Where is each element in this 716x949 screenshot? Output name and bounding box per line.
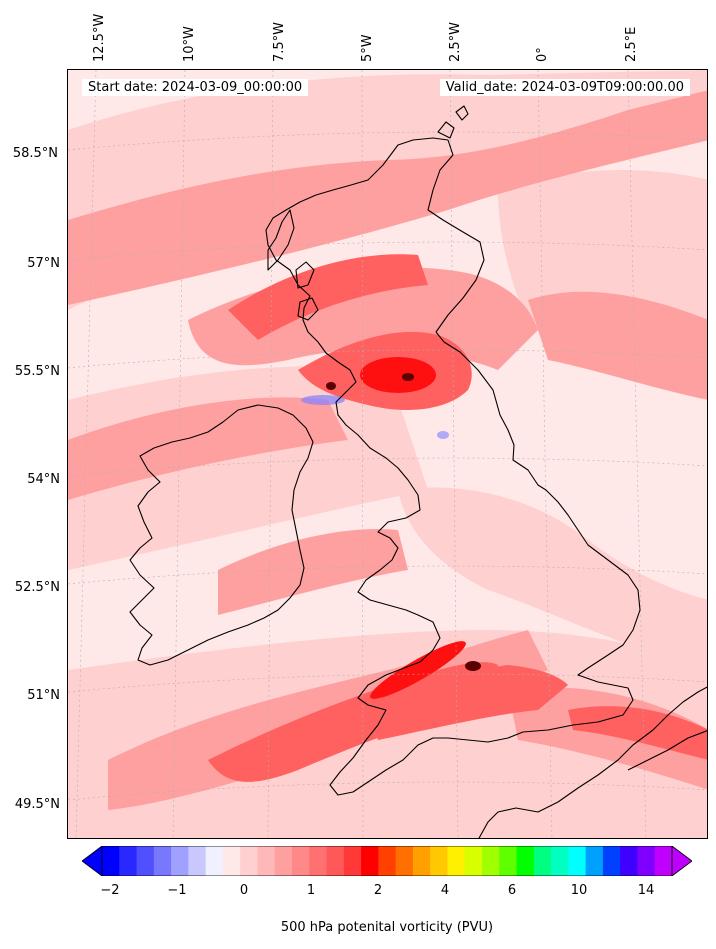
colorbar-tick-label: −2 bbox=[100, 883, 120, 898]
colorbar-cell bbox=[654, 846, 673, 876]
pv-band-strong bbox=[368, 665, 568, 740]
colorbar-tick-label: 14 bbox=[637, 883, 655, 898]
coastline-islands bbox=[267, 209, 295, 271]
colorbar-cell bbox=[568, 846, 587, 876]
colorbar-cell bbox=[205, 846, 224, 876]
pv-band-light bbox=[398, 487, 707, 670]
colorbar-cell bbox=[395, 846, 414, 876]
pv-band-strong bbox=[568, 706, 707, 760]
latitude-label: 58.5°N bbox=[12, 146, 58, 161]
colorbar-cell bbox=[361, 846, 379, 876]
pv-negative-patch bbox=[437, 431, 449, 439]
coastline-ireland bbox=[129, 404, 314, 666]
pv-core-peak bbox=[465, 661, 481, 671]
pv-field-map bbox=[68, 70, 707, 838]
pv-core bbox=[370, 641, 466, 699]
pv-negative-patch bbox=[301, 395, 345, 405]
colorbar-cell bbox=[620, 846, 638, 876]
longitude-label: 7.5°W bbox=[272, 21, 287, 62]
colorbar-cell bbox=[343, 846, 362, 876]
colorbar-cell bbox=[551, 846, 569, 876]
colorbar-cell bbox=[102, 846, 120, 876]
coastline-continent bbox=[478, 686, 707, 838]
colorbar-cell bbox=[274, 846, 293, 876]
colorbar-tick-label: 6 bbox=[507, 883, 517, 898]
colorbar-cell bbox=[430, 846, 448, 876]
colorbar-cell bbox=[136, 846, 155, 876]
valid-date-label: Valid_date: 2024-03-09T09:00:00.00 bbox=[439, 79, 690, 96]
longitude-label: 2.5°W bbox=[448, 21, 463, 62]
colorbar-tick-label: −1 bbox=[167, 883, 187, 898]
colorbar-cell bbox=[378, 846, 397, 876]
colorbar-cell bbox=[153, 846, 172, 876]
colorbar-cell bbox=[257, 846, 276, 876]
longitude-label: 2.5°E bbox=[624, 26, 639, 62]
pv-band-mid bbox=[218, 529, 408, 615]
coastline-islands bbox=[297, 297, 319, 321]
colorbar-extend-max bbox=[671, 846, 692, 876]
colorbar-cell bbox=[222, 846, 241, 876]
colorbar-cell bbox=[464, 846, 483, 876]
pv-band-strong bbox=[228, 254, 428, 340]
pv-band-mid bbox=[68, 397, 348, 500]
colorbar-tick-label: 0 bbox=[239, 883, 249, 898]
colorbar-tick-label: 2 bbox=[373, 883, 383, 898]
start-date-label: Start date: 2024-03-09_00:00:00 bbox=[82, 79, 309, 96]
colorbar-tick-label: 4 bbox=[440, 883, 450, 898]
colorbar-cell bbox=[482, 846, 500, 876]
longitude-label: 12.5°W bbox=[92, 13, 107, 62]
latitude-label: 57°N bbox=[27, 256, 60, 271]
coastline-islands bbox=[437, 121, 455, 139]
colorbar-extend-min bbox=[82, 846, 103, 876]
colorbar-cell bbox=[240, 846, 258, 876]
colorbar-cell bbox=[447, 846, 466, 876]
pv-core bbox=[360, 357, 436, 393]
colorbar-cell bbox=[602, 846, 621, 876]
colorbar-cell bbox=[119, 846, 138, 876]
colorbar-outline bbox=[101, 846, 673, 876]
colorbar-tick-label: 10 bbox=[570, 883, 588, 898]
colorbar-cell bbox=[637, 846, 656, 876]
coastline-great-britain bbox=[265, 137, 641, 796]
longitude-label: 0° bbox=[535, 47, 550, 62]
colorbar-cell bbox=[516, 846, 535, 876]
latitude-label: 52.5°N bbox=[14, 580, 60, 595]
map-panel: Start date: 2024-03-09_00:00:00 Valid_da… bbox=[67, 69, 708, 839]
colorbar-cell bbox=[171, 846, 189, 876]
coastline-continent bbox=[627, 730, 707, 771]
coastline-islands bbox=[455, 105, 469, 121]
latitude-label: 55.5°N bbox=[14, 364, 60, 379]
colorbar-cell bbox=[188, 846, 207, 876]
colorbar-tick-label: 1 bbox=[306, 883, 316, 898]
longitude-label: 10°W bbox=[182, 26, 197, 62]
coastline-islands bbox=[295, 261, 315, 289]
longitude-label: 5°W bbox=[360, 34, 375, 62]
pv-core-peak bbox=[326, 382, 336, 390]
latitude-label: 49.5°N bbox=[14, 797, 60, 812]
colorbar-cell bbox=[499, 846, 518, 876]
graticule bbox=[68, 70, 707, 838]
pv-band-light bbox=[68, 70, 707, 310]
pv-core-peak bbox=[402, 373, 414, 381]
latitude-label: 54°N bbox=[27, 472, 60, 487]
colorbar bbox=[82, 846, 692, 876]
pv-band-mid bbox=[528, 291, 707, 400]
colorbar-cell bbox=[412, 846, 431, 876]
colorbar-cell bbox=[326, 846, 345, 876]
colorbar-cells bbox=[82, 846, 692, 876]
colorbar-cell bbox=[585, 846, 604, 876]
colorbar-cell bbox=[292, 846, 310, 876]
pv-band-mid bbox=[68, 90, 707, 305]
colorbar-cell bbox=[309, 846, 328, 876]
coastlines bbox=[129, 105, 707, 838]
colorbar-cell bbox=[533, 846, 552, 876]
colorbar-label: 500 hPa potenital vorticity (PVU) bbox=[280, 920, 494, 935]
latitude-label: 51°N bbox=[27, 688, 60, 703]
